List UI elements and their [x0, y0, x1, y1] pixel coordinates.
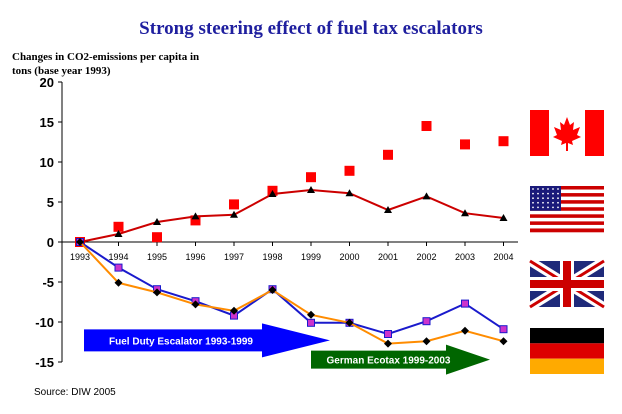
data-point-germany	[268, 286, 277, 294]
data-point-usa	[384, 206, 392, 213]
data-point-uk	[499, 325, 508, 334]
y-tick-label: -5	[42, 275, 54, 290]
data-point-germany	[384, 339, 392, 348]
annotation-arrow	[311, 344, 490, 375]
data-point-usa	[191, 212, 200, 220]
data-point-uk	[307, 318, 315, 327]
data-point-uk	[461, 299, 469, 308]
y-axis-label: Changes in CO2-emissions per capita in t…	[12, 51, 200, 77]
annotation-label: German Ecotax 1999-2003	[327, 356, 451, 367]
x-tick-label: 2002	[416, 252, 436, 262]
data-point-germany	[191, 300, 200, 309]
x-tick-label: 1998	[262, 252, 282, 262]
y-tick-label: 20	[40, 75, 54, 90]
data-point-germany	[307, 310, 315, 319]
y-tick-label: 5	[47, 195, 54, 210]
data-point-canada	[190, 215, 201, 226]
data-point-canada	[229, 199, 239, 210]
data-point-usa	[345, 189, 354, 197]
data-point-germany	[422, 337, 431, 346]
data-point-usa	[307, 186, 315, 193]
data-point-usa	[153, 218, 161, 225]
data-point-usa	[499, 214, 508, 221]
data-point-germany	[114, 278, 123, 287]
data-point-canada	[460, 139, 470, 150]
source-note: Source: DIW 2005	[34, 387, 116, 398]
data-point-uk	[422, 317, 431, 326]
data-point-germany	[153, 288, 161, 297]
series-line-usa	[79, 188, 504, 243]
annotation-label: Fuel Duty Escalator 1993-1999	[109, 336, 253, 347]
data-point-canada	[383, 149, 393, 160]
series-line-uk	[79, 241, 505, 336]
data-point-usa	[268, 190, 277, 197]
data-point-canada	[498, 136, 509, 147]
y-tick-label: -10	[35, 315, 54, 330]
data-point-canada	[113, 221, 124, 232]
data-point-canada	[306, 172, 316, 183]
x-tick-label: 1996	[185, 252, 205, 262]
data-point-usa	[422, 192, 431, 200]
uk-flag-icon	[527, 257, 607, 311]
x-tick-label: 2004	[493, 252, 513, 262]
annotation-arrow	[84, 323, 330, 358]
data-point-germany	[461, 326, 469, 335]
y-tick-label: 0	[47, 235, 54, 250]
data-point-uk	[114, 263, 123, 272]
y-tick-label: 15	[40, 115, 54, 130]
data-point-usa	[114, 230, 123, 237]
data-point-germany	[76, 238, 84, 246]
data-point-uk	[384, 330, 392, 338]
x-tick-label: 1995	[147, 252, 167, 262]
x-tick-label: 1994	[108, 252, 128, 262]
canada-flag-icon	[530, 110, 604, 156]
x-tick-label: 2000	[339, 252, 359, 262]
x-tick-label: 1997	[224, 252, 244, 262]
x-tick-label: 1993	[70, 252, 90, 262]
x-tick-label: 1999	[301, 252, 321, 262]
y-tick-label: 10	[40, 155, 54, 170]
data-point-usa	[230, 210, 238, 218]
data-point-germany	[230, 306, 238, 315]
chart-title: Strong steering effect of fuel tax escal…	[139, 18, 483, 39]
y-tick-label: -15	[35, 355, 54, 370]
germany-flag-icon	[530, 328, 604, 374]
series-line-germany	[79, 241, 504, 345]
x-tick-label: 2003	[455, 252, 475, 262]
data-point-canada	[421, 121, 432, 131]
x-tick-label: 2001	[378, 252, 398, 262]
data-point-germany	[499, 337, 508, 346]
data-point-germany	[345, 318, 354, 327]
data-point-canada	[344, 165, 355, 176]
data-point-usa	[461, 209, 469, 217]
usa-flag-icon	[530, 186, 604, 233]
data-point-canada	[152, 232, 162, 243]
